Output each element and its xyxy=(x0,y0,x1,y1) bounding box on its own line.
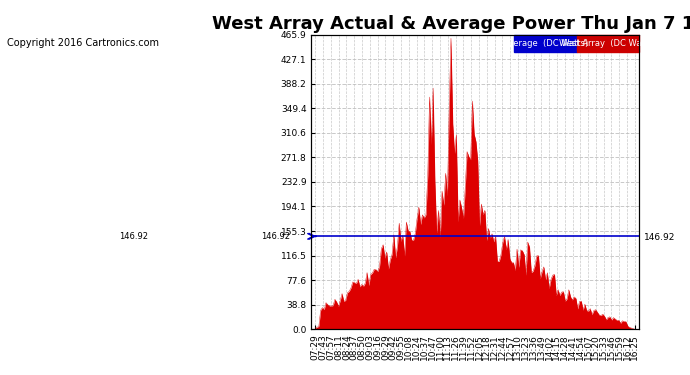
Text: Average  (DC Watts): Average (DC Watts) xyxy=(503,39,588,48)
Title: West Array Actual & Average Power Thu Jan 7 16:27: West Array Actual & Average Power Thu Ja… xyxy=(212,15,690,33)
Text: Copyright 2016 Cartronics.com: Copyright 2016 Cartronics.com xyxy=(7,38,159,48)
Text: West Array  (DC Watts): West Array (DC Watts) xyxy=(560,39,656,48)
Text: 146.92: 146.92 xyxy=(261,232,290,241)
Bar xyxy=(577,35,639,51)
Text: 146.92: 146.92 xyxy=(119,232,148,241)
Bar xyxy=(514,35,577,51)
